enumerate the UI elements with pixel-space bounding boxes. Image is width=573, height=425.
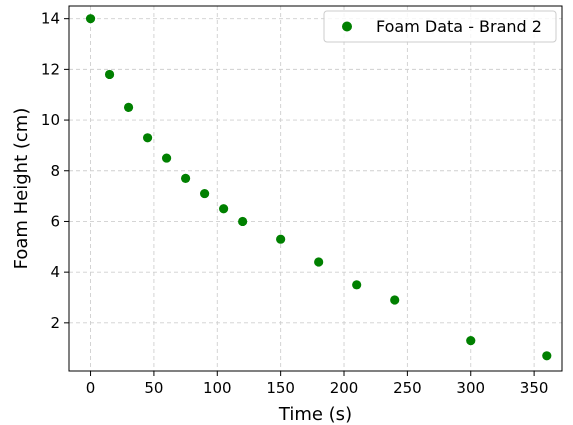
x-tick-label: 250 [393, 379, 422, 397]
plot-frame [68, 5, 563, 372]
data-points [85, 14, 552, 361]
y-axis-label: Foam Height (cm) [11, 108, 32, 270]
data-point [200, 188, 210, 199]
y-tick-label: 8 [50, 162, 60, 180]
data-point [390, 295, 400, 305]
y-tick-label: 12 [41, 60, 60, 78]
data-point [542, 351, 552, 361]
y-tick-label: 4 [50, 263, 60, 281]
grid [69, 6, 562, 371]
x-tick-label: 150 [266, 379, 295, 397]
data-point [314, 257, 324, 267]
legend-label: Foam Data - Brand 2 [376, 17, 542, 36]
data-point [466, 335, 476, 346]
data-point [123, 102, 134, 112]
data-point [352, 280, 362, 290]
legend: Foam Data - Brand 2 [323, 10, 557, 43]
legend-marker [342, 21, 352, 32]
x-tick-label: 100 [203, 379, 232, 397]
x-tick-label: 200 [330, 379, 359, 397]
x-tick-label: 300 [456, 379, 485, 397]
data-point [104, 69, 115, 80]
data-point [238, 216, 248, 227]
x-tick-label: 0 [86, 379, 96, 397]
y-tick-label: 14 [41, 10, 60, 28]
data-point [85, 14, 96, 24]
data-point [276, 234, 286, 244]
y-tick-label: 10 [41, 111, 60, 129]
x-tick-label: 50 [144, 379, 163, 397]
x-tick-label: 350 [520, 379, 549, 397]
legend-box [323, 10, 557, 43]
axis-ticks: 0 50 100 150 200 250 300 350 2 4 6 8 10 12 14 [41, 10, 549, 397]
data-point [219, 204, 229, 214]
data-point [142, 133, 153, 143]
data-point [161, 153, 172, 163]
data-point [180, 173, 191, 183]
x-axis-label: Time (s) [278, 404, 352, 425]
y-tick-label: 6 [50, 212, 60, 230]
y-tick-label: 2 [50, 314, 60, 332]
